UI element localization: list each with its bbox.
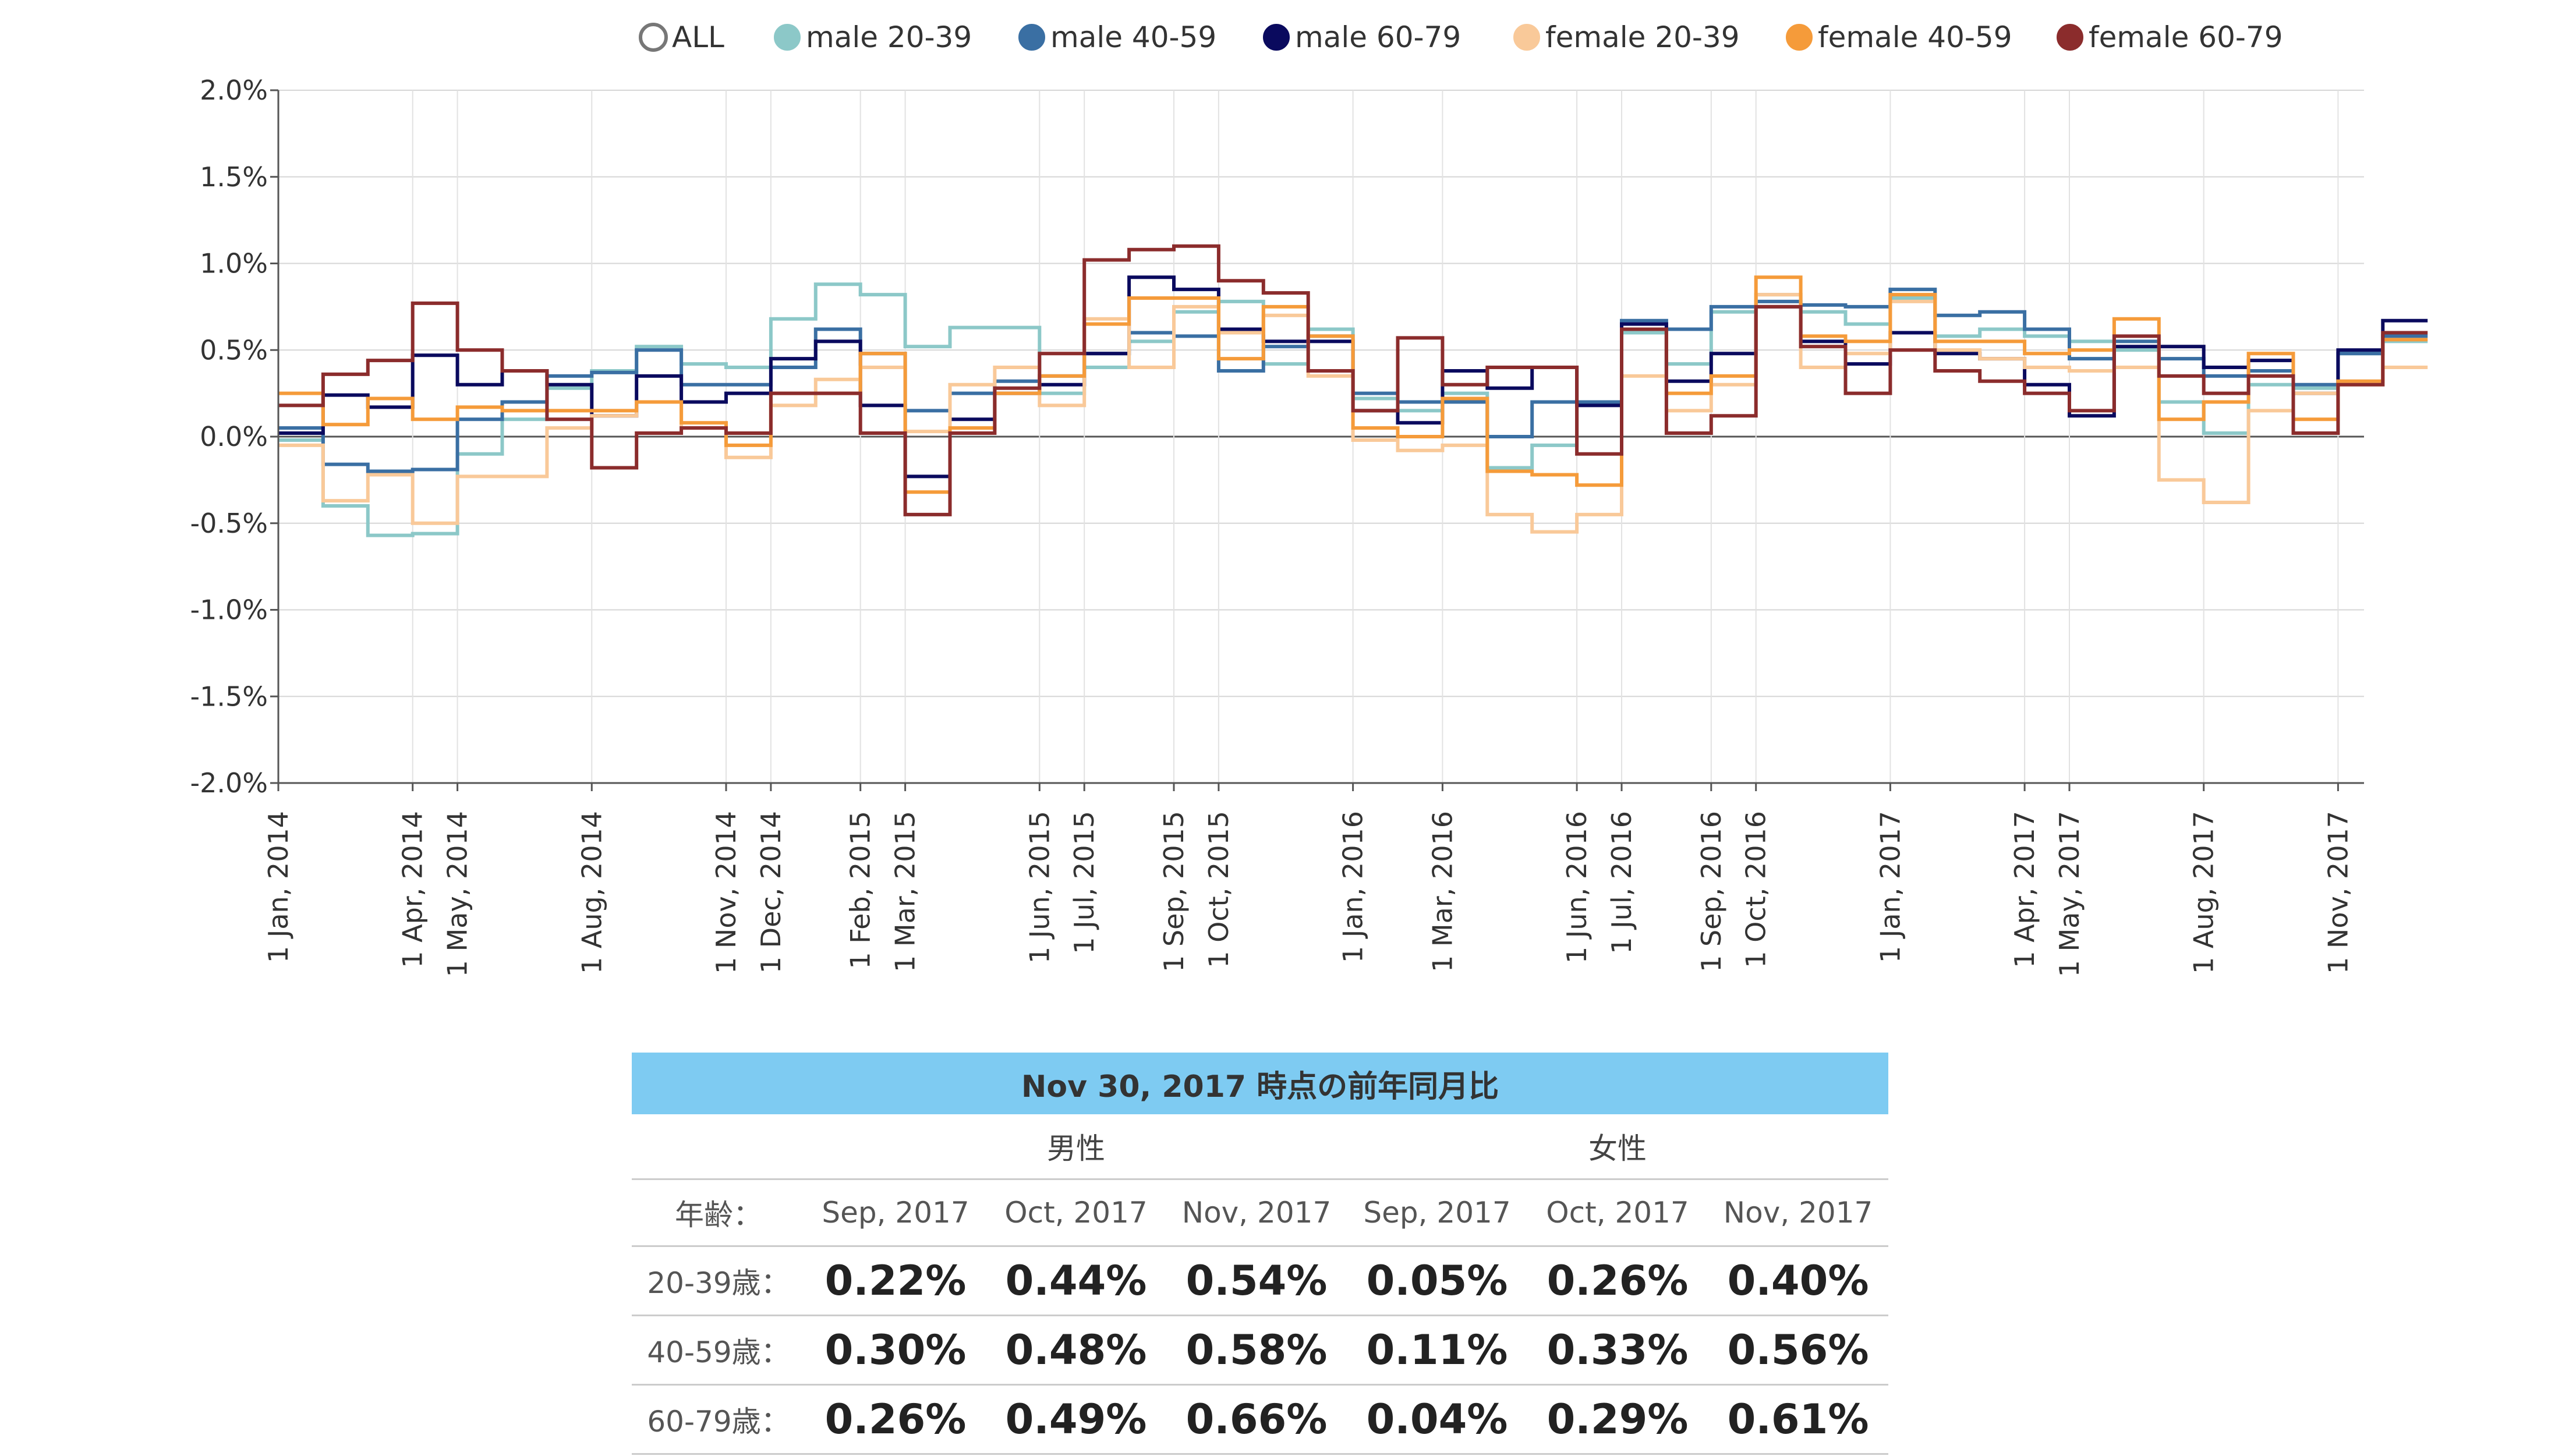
line-chart: ALL male 20-39 male 40-59 male 60-79 female …: [190, 20, 2428, 977]
x-tick-label: 1 Nov, 2017: [2322, 811, 2354, 974]
legend-marker[interactable]: [1513, 24, 1540, 51]
table-cell: 0.29%: [1527, 1384, 1708, 1455]
table-row: 40-59歳： 0.30% 0.48% 0.58% 0.11% 0.33% 0.…: [632, 1315, 1889, 1386]
table-cell: 0.04%: [1347, 1384, 1527, 1455]
row-label: 20-39歳：: [632, 1246, 805, 1316]
x-tick-label: 1 Sep, 2016: [1696, 811, 1727, 972]
legend-label[interactable]: female 20-39: [1545, 20, 1740, 54]
table-cell: 0.61%: [1708, 1384, 1889, 1455]
table-cell: 0.26%: [805, 1384, 986, 1455]
x-tick-label: 1 Jun, 2016: [1561, 811, 1593, 963]
legend-marker[interactable]: [1018, 24, 1045, 51]
series-female-40-59: [278, 275, 2428, 494]
table-cell: 0.66%: [1166, 1384, 1347, 1455]
x-tick-label: 1 May, 2017: [2054, 811, 2085, 977]
table-cell: 0.56%: [1708, 1315, 1889, 1386]
table-header-row: 年齢： Sep, 2017 Oct, 2017 Nov, 2017 Sep, 2…: [632, 1178, 1889, 1247]
x-tick-label: 1 Jul, 2015: [1068, 811, 1100, 954]
y-tick-label: -0.5%: [190, 508, 268, 539]
x-tick-label: 1 Dec, 2014: [755, 811, 787, 973]
column-header: Oct, 2017: [1527, 1178, 1708, 1247]
x-tick-label: 1 May, 2014: [442, 811, 473, 977]
x-tick-label: 1 Oct, 2015: [1203, 811, 1234, 968]
y-tick-label: -1.0%: [190, 594, 268, 626]
table-row: 60-79歳： 0.26% 0.49% 0.66% 0.04% 0.29% 0.…: [632, 1384, 1889, 1455]
legend-label[interactable]: female 60-79: [2089, 20, 2283, 54]
summary-table: Nov 30, 2017 時点の前年同月比 男性 女性 年齢： Sep, 201…: [632, 1053, 1889, 1455]
x-tick-label: 1 Aug, 2017: [2188, 811, 2220, 974]
table-cell: 0.44%: [986, 1246, 1166, 1316]
x-tick-label: 1 Mar, 2016: [1427, 811, 1458, 972]
x-axis-ticks: 1 Jan, 2014 1 Apr, 2014 1 May, 2014 1 Aug, …: [263, 811, 2354, 977]
y-tick-label: 1.5%: [200, 161, 268, 193]
legend-label[interactable]: male 20-39: [806, 20, 972, 54]
column-header: Sep, 2017: [1347, 1178, 1527, 1247]
table-cell: 0.54%: [1166, 1246, 1347, 1316]
table-cell: 0.40%: [1708, 1246, 1889, 1316]
x-tick-label: 1 Mar, 2015: [890, 811, 921, 972]
column-header: Nov, 2017: [1708, 1178, 1889, 1247]
table-cell: 0.30%: [805, 1315, 986, 1386]
table-cell: 0.58%: [1166, 1315, 1347, 1386]
column-header: Nov, 2017: [1166, 1178, 1347, 1247]
series-female-60-79: [278, 244, 2428, 516]
table-cell: 0.26%: [1527, 1246, 1708, 1316]
series-lines: [278, 244, 2428, 537]
legend-label[interactable]: ALL: [672, 20, 724, 54]
y-tick-label: 1.0%: [200, 248, 268, 279]
table-row: 20-39歳： 0.22% 0.44% 0.54% 0.05% 0.26% 0.…: [632, 1246, 1889, 1316]
x-tick-label: 1 Sep, 2015: [1158, 811, 1190, 972]
table-cell: 0.22%: [805, 1246, 986, 1316]
y-axis-ticks: 2.0% 1.5% 1.0% 0.5% 0.0% -0.5% -1.0% -1.5% -2.0%: [190, 75, 268, 799]
group-female: 女性: [1588, 1132, 1647, 1165]
age-label: 年齢：: [632, 1178, 805, 1247]
group-male: 男性: [1047, 1132, 1105, 1165]
legend-label[interactable]: male 60-79: [1295, 20, 1461, 54]
x-tick-label: 1 Jul, 2016: [1606, 811, 1637, 954]
legend-marker[interactable]: [774, 24, 801, 51]
y-tick-label: -2.0%: [190, 767, 268, 799]
table-cell: 0.49%: [986, 1384, 1166, 1455]
x-tick-label: 1 Nov, 2014: [710, 811, 742, 974]
table-cell: 0.48%: [986, 1315, 1166, 1386]
x-tick-label: 1 Oct, 2016: [1740, 811, 1772, 968]
x-tick-label: 1 Aug, 2014: [576, 811, 607, 974]
x-tick-label: 1 Jun, 2015: [1024, 811, 1055, 963]
group-spacer: [632, 1114, 805, 1179]
x-tick-label: 1 Apr, 2017: [2009, 811, 2040, 968]
column-header: Sep, 2017: [805, 1178, 986, 1247]
table-cell: 0.11%: [1347, 1315, 1527, 1386]
y-tick-label: 0.0%: [200, 421, 268, 452]
vertical-gridlines: [277, 90, 2339, 791]
horizontal-gridlines: [270, 89, 2364, 784]
legend-label[interactable]: female 40-59: [1818, 20, 2012, 54]
column-header: Oct, 2017: [986, 1178, 1166, 1247]
table-title: Nov 30, 2017 時点の前年同月比: [632, 1053, 1889, 1114]
y-tick-label: -1.5%: [190, 681, 268, 712]
legend-label[interactable]: male 40-59: [1050, 20, 1216, 54]
x-tick-label: 1 Feb, 2015: [845, 811, 876, 969]
legend-marker[interactable]: [639, 23, 668, 52]
x-tick-label: 1 Apr, 2014: [397, 811, 429, 968]
legend-marker[interactable]: [1786, 24, 1813, 51]
x-tick-label: 1 Jan, 2016: [1337, 811, 1369, 963]
row-label: 60-79歳：: [632, 1384, 805, 1455]
legend: ALL male 20-39 male 40-59 male 60-79 female …: [639, 20, 2283, 54]
row-label: 40-59歳：: [632, 1315, 805, 1386]
table-cell: 0.33%: [1527, 1315, 1708, 1386]
table-cell: 0.05%: [1347, 1246, 1527, 1316]
y-tick-label: 2.0%: [200, 75, 268, 106]
legend-marker[interactable]: [1263, 24, 1290, 51]
x-tick-label: 1 Jan, 2014: [263, 811, 294, 963]
y-tick-label: 0.5%: [200, 334, 268, 366]
legend-marker[interactable]: [2057, 24, 2083, 51]
x-tick-label: 1 Jan, 2017: [1874, 811, 1906, 963]
